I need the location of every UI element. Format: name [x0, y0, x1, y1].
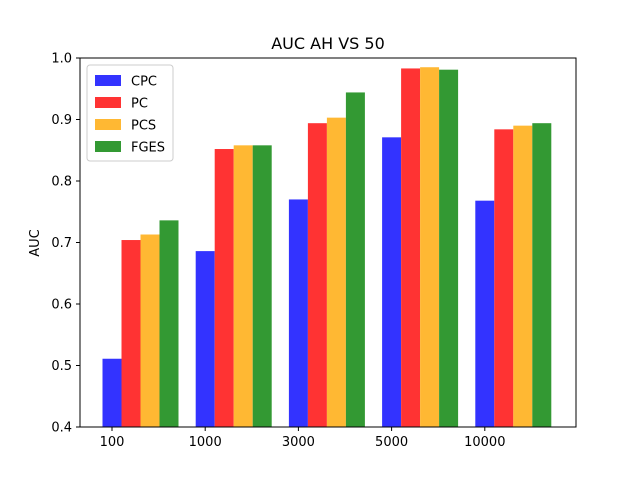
bar-fges-5000 — [439, 69, 459, 427]
bar-pcs-1000 — [233, 145, 253, 427]
y-tick-label: 0.4 — [51, 421, 72, 436]
y-tick-label: 0.5 — [51, 359, 72, 374]
bar-fges-10000 — [532, 123, 552, 427]
bar-pcs-3000 — [326, 117, 346, 428]
bar-pc-10000 — [494, 129, 514, 427]
y-tick-label: 0.9 — [51, 113, 72, 128]
bar-pcs-10000 — [513, 125, 533, 428]
legend-label-pcs: PCS — [131, 119, 156, 134]
bar-fges-1000 — [252, 145, 272, 427]
chart-title: AUC AH VS 50 — [271, 34, 385, 53]
legend-label-fges: FGES — [131, 141, 165, 156]
bar-pcs-5000 — [420, 67, 440, 427]
bar-pc-5000 — [401, 68, 421, 427]
bar-fges-100 — [159, 220, 179, 427]
bar-fges-3000 — [345, 92, 365, 427]
axes-layer: 0.4 0.5 0.6 0.7 0.8 0.9 1.0 100 1000 3000 5000 1000… — [51, 52, 577, 450]
y-tick-label: 0.6 — [51, 298, 72, 313]
x-tick-label: 3000 — [282, 435, 315, 450]
bar-cpc-3000 — [288, 199, 308, 427]
legend-label-cpc: CPC — [131, 75, 157, 90]
x-tick-label: 10000 — [464, 435, 505, 450]
bar-pc-1000 — [214, 149, 234, 427]
legend-swatch-cpc — [95, 75, 121, 86]
y-tick-label: 0.7 — [51, 236, 72, 251]
y-axis-label: AUC — [28, 229, 43, 257]
legend-label-pc: PC — [131, 97, 148, 112]
bar-pcs-100 — [140, 234, 160, 427]
x-tick-label: 1000 — [189, 435, 222, 450]
bar-cpc-5000 — [382, 137, 402, 427]
legend-swatch-pcs — [95, 119, 121, 130]
x-tick-label: 100 — [100, 435, 125, 450]
bar-pc-3000 — [307, 123, 327, 427]
legend-box — [86, 64, 174, 162]
bar-cpc-100 — [102, 358, 122, 427]
y-tick-label: 1.0 — [51, 52, 72, 67]
bar-pc-100 — [121, 240, 141, 427]
legend-swatch-pc — [95, 97, 121, 108]
bar-cpc-1000 — [195, 251, 215, 427]
legend-swatch-fges — [95, 141, 121, 152]
bars-layer — [102, 67, 552, 428]
legend: CPC PC PCS FGES — [86, 64, 174, 162]
x-tick-label: 5000 — [375, 435, 408, 450]
y-tick-label: 0.8 — [51, 175, 72, 190]
bar-cpc-10000 — [475, 200, 495, 427]
